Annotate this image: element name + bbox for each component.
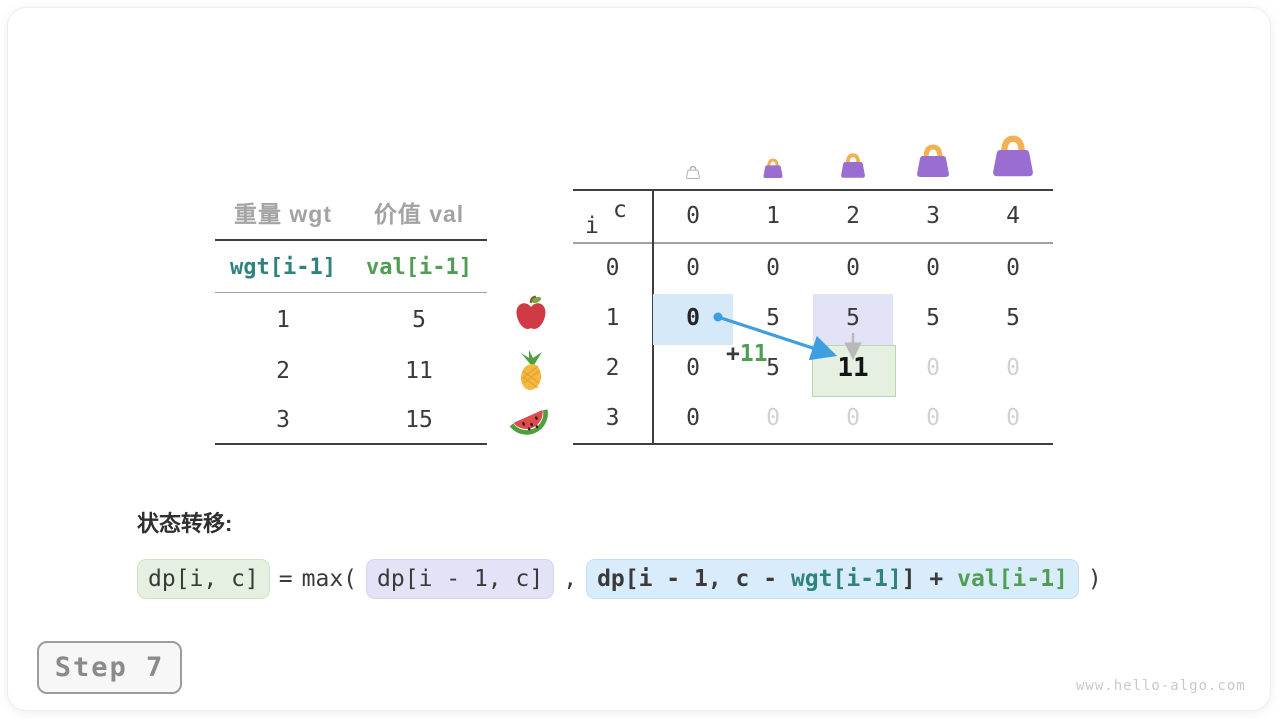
dp-table-top-rule <box>573 189 1053 191</box>
formula-arg2-head: dp[i - 1, c - <box>597 566 791 592</box>
item-val-value: 5 <box>412 306 426 333</box>
dp-corner-row-var: i <box>585 213 599 239</box>
dp-table-header-rule <box>573 242 1053 244</box>
item-wgt-value: 2 <box>276 357 290 384</box>
dp-cell: 0 <box>1006 255 1020 281</box>
item-table-header-value: 价值 val <box>373 201 465 227</box>
dp-cell: 0 <box>686 305 700 331</box>
bag-size-1-icon <box>761 158 785 184</box>
add-value-annotation: +11 <box>726 341 768 367</box>
dp-cell: 11 <box>837 353 869 383</box>
formula-equals: = <box>278 566 293 592</box>
dp-table-bottom-rule <box>573 443 1053 445</box>
dp-cell: 0 <box>846 255 860 281</box>
dp-cell: 0 <box>926 405 940 431</box>
dp-cell: 0 <box>926 355 940 381</box>
item-val-value: 11 <box>405 357 433 384</box>
dp-row-label: 2 <box>605 355 620 381</box>
dp-row-labels: 0 1 2 3 <box>573 243 652 443</box>
item-table-header: 重量 wgt 价值 val <box>215 186 487 238</box>
formula-lhs-box: dp[i, c] <box>137 559 270 599</box>
dp-cell: 0 <box>686 405 700 431</box>
bag-empty-icon <box>685 165 701 184</box>
dp-cell: 0 <box>926 255 940 281</box>
item-table-top-rule <box>215 239 487 241</box>
dp-cell: 5 <box>766 355 780 381</box>
item-table-subheader: wgt[i-1] val[i-1] <box>215 242 487 292</box>
dp-cell: 5 <box>766 305 780 331</box>
dp-cell: 5 <box>846 305 860 331</box>
state-transition-formula: dp[i, c] = max( dp[i - 1, c] , dp[i - 1,… <box>137 559 1102 599</box>
dp-col-header: 2 <box>846 203 860 229</box>
added-value: 11 <box>739 341 768 367</box>
dp-column-headers: 0 1 2 3 4 <box>653 191 1053 241</box>
dp-cell: 5 <box>1006 305 1020 331</box>
item-wgt-value: 1 <box>276 306 290 333</box>
watermelon-icon <box>509 402 551 444</box>
item-table-subheader-val: val[i-1] <box>366 254 472 280</box>
plus-sign: + <box>726 341 740 367</box>
dp-row-label: 0 <box>605 255 620 281</box>
state-transition-label: 状态转移: <box>137 511 233 536</box>
formula-comma: , <box>563 566 578 592</box>
item-table-subheader-wgt: wgt[i-1] <box>230 254 336 280</box>
formula-arg2-box: dp[i - 1, c - wgt[i-1]] + val[i-1] <box>586 559 1079 599</box>
dp-cell: 0 <box>1006 405 1020 431</box>
dp-row-label: 1 <box>605 305 620 331</box>
dp-row-label: 3 <box>605 405 620 431</box>
formula-arg2-mid: ] + <box>901 566 958 592</box>
bag-size-3-icon <box>913 144 953 184</box>
formula-arg2-wgt: wgt[i-1] <box>790 566 902 592</box>
item-val-value: 15 <box>405 406 433 433</box>
formula-close-paren: ) <box>1087 566 1102 592</box>
pineapple-icon <box>512 349 550 397</box>
item-table-row: 3 15 <box>215 396 487 443</box>
dp-cell: 0 <box>766 255 780 281</box>
bag-size-4-icon <box>988 135 1038 184</box>
item-table-mid-rule <box>215 292 487 293</box>
apple-icon <box>513 295 549 336</box>
bag-size-2-icon <box>838 153 868 184</box>
dp-col-header: 1 <box>766 203 780 229</box>
dp-cell: 0 <box>846 405 860 431</box>
item-table-bottom-rule <box>215 443 487 445</box>
dp-col-header: 3 <box>926 203 940 229</box>
dp-cell: 0 <box>1006 355 1020 381</box>
formula-arg1-box: dp[i - 1, c] <box>366 559 555 599</box>
dp-cell: 0 <box>686 255 700 281</box>
watermark: www.hello-algo.com <box>1076 678 1246 694</box>
dp-col-header: 0 <box>686 203 700 229</box>
item-table-row: 1 5 <box>215 294 487 345</box>
dp-value-grid: 0 0 0 0 0 0 5 5 5 5 0 5 11 0 0 0 0 0 0 0 <box>653 243 1053 443</box>
step-badge: Step 7 <box>37 641 182 694</box>
item-wgt-value: 3 <box>276 406 290 433</box>
dp-cell: 0 <box>766 405 780 431</box>
dp-col-header: 4 <box>1006 203 1020 229</box>
dp-cell: 5 <box>926 305 940 331</box>
item-table-row: 2 11 <box>215 345 487 396</box>
dp-corner-col-var: c <box>613 197 627 223</box>
formula-arg2-val: val[i-1] <box>957 566 1068 592</box>
dp-cell: 0 <box>686 355 700 381</box>
formula-max-open: max( <box>301 566 358 592</box>
item-table-header-weight: 重量 wgt <box>234 201 332 227</box>
